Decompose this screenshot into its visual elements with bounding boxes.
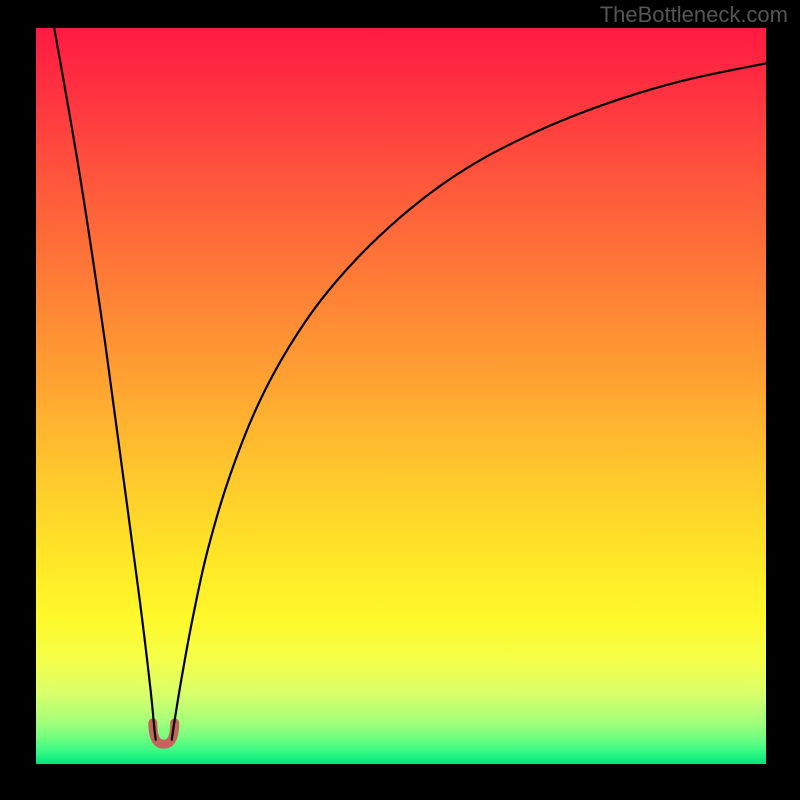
bottleneck-chart	[0, 0, 800, 800]
watermark-text: TheBottleneck.com	[600, 2, 788, 28]
chart-container: TheBottleneck.com	[0, 0, 800, 800]
